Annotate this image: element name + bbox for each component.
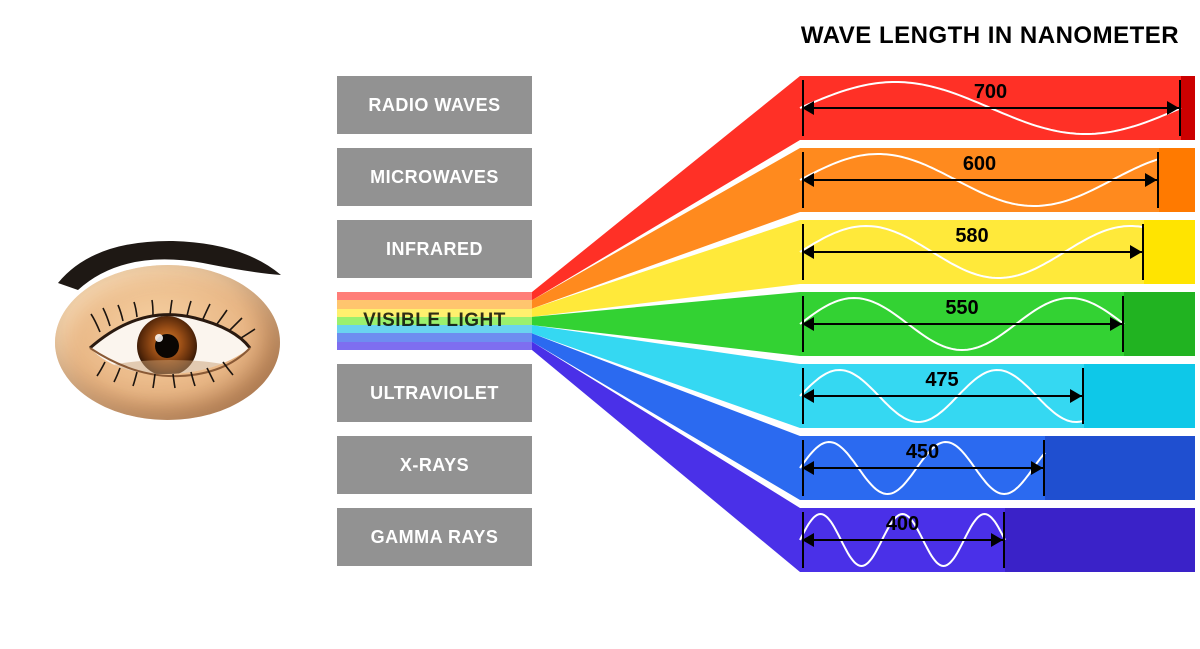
- category-label: X-RAYS: [400, 455, 469, 476]
- page-title: WAVE LENGTH IN NANOMETER: [780, 22, 1200, 50]
- fan-ray: [532, 292, 800, 356]
- wavelength-value: 700: [800, 81, 1181, 104]
- wavelength-value: 400: [800, 513, 1005, 536]
- wavelength-row-400: 400: [800, 508, 1195, 572]
- category-label: GAMMA RAYS: [371, 527, 499, 548]
- category-label: VISIBLE LIGHT: [363, 310, 506, 332]
- wavelength-value: 450: [800, 441, 1045, 464]
- eye-illustration: [45, 225, 290, 425]
- wavelength-row-700: 700: [800, 76, 1195, 140]
- fan-ray: [532, 342, 800, 572]
- category-x-rays: X-RAYS: [337, 436, 532, 494]
- eyebrow-icon: [53, 235, 283, 305]
- wavelength-value: 580: [800, 225, 1144, 248]
- wavelength-value: 475: [800, 369, 1084, 392]
- category-label: INFRARED: [386, 239, 483, 260]
- category-label: RADIO WAVES: [368, 95, 500, 116]
- category-label: MICROWAVES: [370, 167, 499, 188]
- wavelength-value: 550: [800, 297, 1124, 320]
- category-label: ULTRAVIOLET: [370, 383, 499, 404]
- wavelength-row-475: 475: [800, 364, 1195, 428]
- category-microwaves: MICROWAVES: [337, 148, 532, 206]
- spectrum-fan: [532, 0, 800, 649]
- wavelength-row-600: 600: [800, 148, 1195, 212]
- wavelength-value: 600: [800, 153, 1159, 176]
- wavelength-row-550: 550: [800, 292, 1195, 356]
- wavelength-panel-list: 700 600 580 550 475 450 400: [800, 76, 1195, 580]
- category-infrared: INFRARED: [337, 220, 532, 278]
- fan-ray: [532, 333, 800, 500]
- fan-ray: [532, 76, 800, 300]
- wavelength-row-580: 580: [800, 220, 1195, 284]
- category-ultraviolet: ULTRAVIOLET: [337, 364, 532, 422]
- fan-ray: [532, 148, 800, 309]
- wavelength-row-450: 450: [800, 436, 1195, 500]
- category-gamma-rays: GAMMA RAYS: [337, 508, 532, 566]
- eye-icon: [85, 310, 255, 382]
- category-radio-waves: RADIO WAVES: [337, 76, 532, 134]
- fan-ray: [532, 220, 800, 317]
- spectrum-category-list: RADIO WAVES MICROWAVES INFRARED VISIBLE LIG…: [337, 76, 532, 580]
- category-visible-light: VISIBLE LIGHT: [337, 292, 532, 350]
- fan-ray: [532, 325, 800, 428]
